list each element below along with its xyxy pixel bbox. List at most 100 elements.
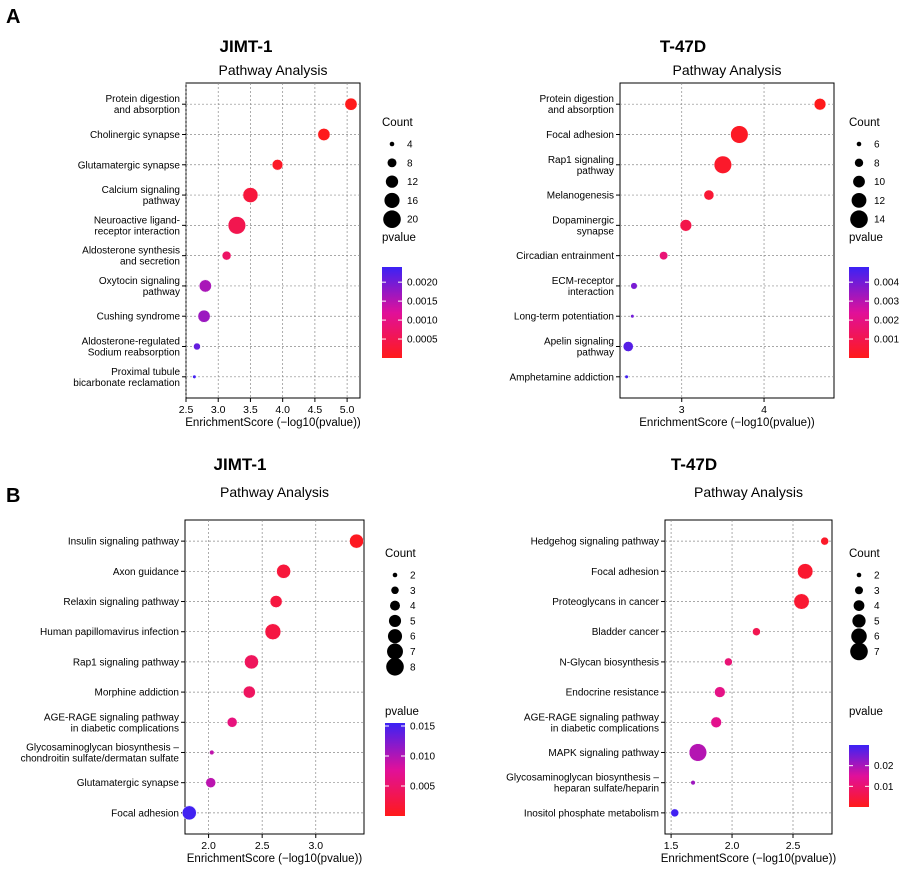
data-point <box>752 627 761 636</box>
x-tick-label: 3.0 <box>308 840 323 852</box>
data-point <box>227 216 246 235</box>
category-label: pathway <box>143 287 180 298</box>
color-legend-bar <box>385 723 405 816</box>
data-point <box>244 654 259 670</box>
data-point <box>344 97 358 111</box>
category-label: Focal adhesion <box>111 808 179 819</box>
size-legend-dot <box>387 158 397 168</box>
data-point <box>690 780 696 786</box>
category-label: Protein digestion <box>540 94 615 105</box>
color-legend-label: 0.0015 <box>407 297 438 308</box>
category-label: Aldosterone-regulated <box>82 337 180 348</box>
size-legend-label: 7 <box>874 647 880 658</box>
size-legend-label: 8 <box>410 662 416 673</box>
data-point <box>276 564 291 579</box>
color-legend-title: pvalue <box>849 706 883 718</box>
category-label: Proteoglycans in cancer <box>552 597 659 608</box>
size-legend-label: 7 <box>410 647 416 658</box>
size-legend-label: 3 <box>874 586 880 597</box>
size-legend-label: 10 <box>874 177 886 188</box>
plot-title: Pathway Analysis <box>673 62 782 78</box>
size-legend-label: 14 <box>874 215 886 226</box>
size-legend-dot <box>853 600 865 611</box>
x-tick-label: 5.0 <box>340 404 355 416</box>
size-legend-label: 4 <box>874 601 880 612</box>
x-tick-label: 3 <box>679 404 685 416</box>
size-legend-label: 6 <box>874 632 880 643</box>
size-legend-dot <box>852 614 866 628</box>
chart-3: JIMT-1 Pathway Analysis 2.0 2.5 3.0 Insulin s… <box>21 455 436 865</box>
category-label: heparan sulfate/heparin <box>554 784 659 795</box>
size-legend-label: 12 <box>874 196 886 207</box>
data-point <box>630 314 635 319</box>
category-label: Melanogenesis <box>547 191 614 202</box>
size-legend-dot <box>391 586 399 595</box>
data-point <box>820 536 829 546</box>
plot-title: Pathway Analysis <box>220 484 329 500</box>
size-legend-dot <box>851 628 867 644</box>
panel-letter-a: A <box>6 6 20 28</box>
size-legend-title: Count <box>849 117 880 129</box>
category-label: and absorption <box>548 105 614 116</box>
category-label: Glutamatergic synapse <box>77 778 180 789</box>
size-legend-dot <box>385 175 399 188</box>
cell-title: T-47D <box>671 455 717 474</box>
data-point <box>205 777 216 788</box>
x-tick-label: 2.0 <box>725 840 740 852</box>
category-label: Rap1 signaling pathway <box>73 657 179 668</box>
size-legend-label: 20 <box>407 215 419 226</box>
color-legend-label: 0.015 <box>410 722 435 733</box>
size-legend-dot <box>856 572 862 578</box>
size-legend-label: 6 <box>410 632 416 643</box>
x-tick-label: 4.0 <box>275 404 290 416</box>
x-tick-label: 2.5 <box>179 404 194 416</box>
size-legend-dot <box>390 600 400 611</box>
data-point <box>226 717 238 728</box>
cell-title: JIMT-1 <box>220 37 273 56</box>
x-tick-label: 1.5 <box>664 840 679 852</box>
size-legend-label: 4 <box>410 601 416 612</box>
data-point <box>349 533 364 549</box>
color-legend-title: pvalue <box>385 706 419 718</box>
data-point <box>670 808 679 818</box>
size-legend-dot <box>387 643 403 660</box>
category-label: Inositol phosphate metabolism <box>524 808 659 819</box>
x-tick-label: 3.5 <box>243 404 258 416</box>
data-point <box>192 374 197 379</box>
data-point <box>193 342 201 351</box>
data-point <box>622 341 634 352</box>
x-axis-title: EnrichmentScore (−log10(pvalue)) <box>187 853 363 865</box>
size-legend-dot <box>850 642 868 661</box>
size-legend-title: Count <box>382 117 413 129</box>
data-point <box>797 563 814 580</box>
category-label: Axon guidance <box>113 567 180 578</box>
color-legend-label: 0.0005 <box>407 335 438 346</box>
size-legend-label: 2 <box>874 571 880 582</box>
category-label: Endocrine resistance <box>566 688 660 699</box>
category-label: Oxytocin signaling <box>99 276 180 287</box>
size-legend-dot <box>392 572 398 578</box>
color-legend-label: 0.001 <box>874 335 899 346</box>
data-point <box>197 309 211 323</box>
data-point <box>713 155 732 174</box>
x-tick-label: 4 <box>761 404 767 416</box>
category-label: Apelin signaling <box>544 337 614 348</box>
data-point <box>198 279 212 293</box>
data-point <box>221 250 232 261</box>
category-label: bicarbonate reclamation <box>73 378 180 389</box>
category-label: Proximal tubule <box>111 367 180 378</box>
color-legend-label: 0.010 <box>410 752 435 763</box>
data-point <box>271 159 284 171</box>
category-label: N-Glycan biosynthesis <box>560 657 659 668</box>
category-label: Cholinergic synapse <box>90 130 180 141</box>
size-legend-label: 3 <box>410 586 416 597</box>
color-legend-label: 0.01 <box>874 782 894 793</box>
category-label: synapse <box>577 226 615 237</box>
category-label: Hedgehog signaling pathway <box>531 537 659 548</box>
data-point <box>703 189 715 201</box>
data-point <box>724 657 733 667</box>
color-legend-label: 0.0020 <box>407 278 438 289</box>
size-legend-dot <box>384 192 400 208</box>
category-label: Cushing syndrome <box>97 312 181 323</box>
